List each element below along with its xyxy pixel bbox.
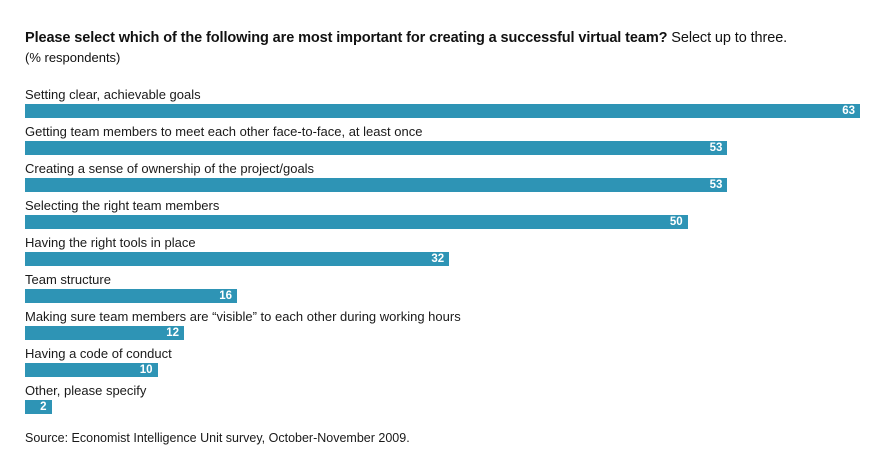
bar-row: Setting clear, achievable goals 63 [25,87,860,118]
bar-label: Selecting the right team members [25,198,220,213]
source-note: Source: Economist Intelligence Unit surv… [25,431,410,445]
bar-row: Other, please specify 2 [25,383,860,414]
bar: 2 [25,400,52,414]
bar-value-label: 63 [842,105,855,117]
bar-label: Other, please specify [25,383,147,398]
bar-label: Getting team members to meet each other … [25,124,423,139]
bar-track: 10 [25,363,860,377]
bar-track: 16 [25,289,860,303]
bar-track: 50 [25,215,860,229]
bar-row: Having the right tools in place 32 [25,235,860,266]
bar-row: Creating a sense of ownership of the pro… [25,161,860,192]
bar-value-label: 50 [669,216,683,228]
bar: 16 [25,289,238,303]
bar-label: Setting clear, achievable goals [25,87,201,102]
chart-title: Please select which of the following are… [25,30,860,47]
bar-row: Making sure team members are “visible” t… [25,309,860,340]
bar: 10 [25,363,158,377]
bar-track: 63 [25,104,860,118]
bar-row: Team structure 16 [25,272,860,303]
bar-row: Selecting the right team members 50 [25,198,860,229]
bar-label: Making sure team members are “visible” t… [25,309,461,324]
bar-track: 2 [25,400,860,414]
bar-value-label: 53 [709,179,723,191]
bar: 32 [25,252,450,266]
bar-chart: Setting clear, achievable goals 63 Getting… [25,87,860,414]
bar-track: 12 [25,326,860,340]
bar: 63 [25,104,860,118]
bar: 12 [25,326,185,340]
bar-value-label: 53 [709,142,723,154]
bar-label: Having a code of conduct [25,346,172,361]
bar-value-label: 16 [219,290,233,302]
bar-rows: Setting clear, achievable goals 63 Getting… [25,87,860,414]
chart-title-question: Please select which of the following are… [25,30,668,46]
bar-row: Getting team members to meet each other … [25,124,860,155]
chart-subtitle: (% respondents) [25,50,121,65]
bar-row: Having a code of conduct 10 [25,346,860,377]
bar-track: 53 [25,141,860,155]
bar-label: Having the right tools in place [25,235,196,250]
bar-track: 32 [25,252,860,266]
bar: 50 [25,215,688,229]
bar-value-label: 2 [40,401,47,413]
bar-label: Team structure [25,272,111,287]
bar: 53 [25,141,728,155]
bar-track: 53 [25,178,860,192]
bar-value-label: 10 [139,364,153,376]
bar-value-label: 12 [166,327,180,339]
bar: 53 [25,178,728,192]
bar-label: Creating a sense of ownership of the pro… [25,161,315,176]
bar-value-label: 32 [431,253,445,265]
chart-title-instruction: Select up to three. [667,30,788,46]
